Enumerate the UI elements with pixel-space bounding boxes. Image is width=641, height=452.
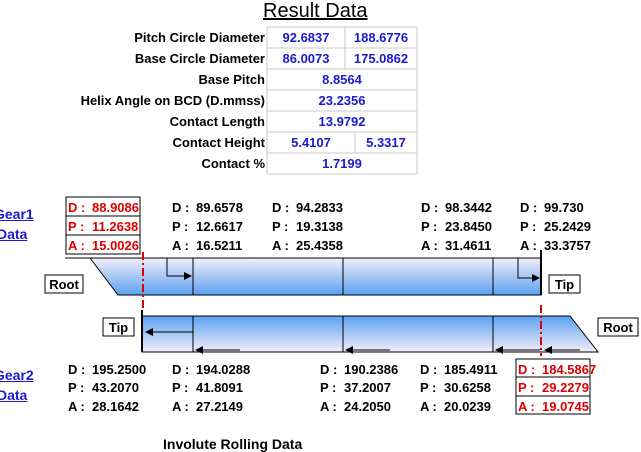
- footer: Involute Rolling Data: [163, 436, 303, 452]
- row-label: D :: [520, 200, 538, 215]
- point-value: 30.6258: [444, 380, 491, 395]
- row-label: P :: [68, 380, 85, 395]
- root-label: Root: [603, 320, 633, 335]
- point-value: 31.4611: [445, 238, 492, 253]
- row-label: D :: [420, 362, 438, 377]
- row-label: P :: [172, 380, 189, 395]
- title: Result Data: [263, 0, 368, 22]
- row-label: D :: [172, 362, 190, 377]
- row-label: A :: [320, 399, 337, 414]
- row-label: D :: [518, 362, 536, 377]
- point-value: 11.2638: [92, 219, 139, 234]
- row-label: P :: [68, 219, 85, 234]
- gear1-bar: [88, 257, 542, 296]
- result-label: Pitch Circle Diameter: [134, 30, 265, 45]
- gear2-bar: [141, 315, 600, 353]
- point-value: 194.0288: [196, 362, 251, 377]
- tip-label: Tip: [554, 277, 575, 292]
- point-value: 184.5867: [542, 362, 597, 377]
- row-label: D :: [272, 200, 290, 215]
- row-label: D :: [172, 200, 190, 215]
- point-value: 12.6617: [196, 219, 243, 234]
- row-label: A :: [421, 238, 438, 253]
- row-label: A :: [272, 238, 289, 253]
- result-value: 188.6776: [353, 30, 409, 45]
- row-label: P :: [420, 380, 437, 395]
- gear-title: Gear1: [0, 206, 34, 222]
- result-value: 8.8564: [322, 72, 362, 87]
- point-value: 37.2007: [344, 380, 391, 395]
- point-value: 99.730: [544, 200, 584, 215]
- result-label: Contact %: [201, 156, 265, 171]
- row-label: A :: [172, 399, 189, 414]
- point-value: 41.8091: [196, 380, 243, 395]
- point-value: 20.0239: [444, 399, 491, 414]
- row-label: P :: [421, 219, 438, 234]
- gear-subtitle: Data: [0, 226, 28, 242]
- row-label: P :: [518, 380, 535, 395]
- result-value: 1.7199: [322, 156, 362, 171]
- gear-title: Gear2: [0, 367, 34, 383]
- point-value: 19.0745: [542, 399, 589, 414]
- row-label: D :: [320, 362, 338, 377]
- row-label: A :: [420, 399, 437, 414]
- row-label: P :: [172, 219, 189, 234]
- result-value: 23.2356: [318, 93, 366, 108]
- result-value: 92.6837: [282, 30, 330, 45]
- row-label: P :: [520, 219, 537, 234]
- gear-subtitle: Data: [0, 387, 28, 403]
- point-value: 88.9086: [92, 200, 139, 215]
- result-value: 86.0073: [282, 51, 330, 66]
- point-value: 28.1642: [92, 399, 139, 414]
- point-value: 15.0026: [92, 238, 139, 253]
- point-value: 29.2279: [542, 380, 589, 395]
- point-value: 89.6578: [196, 200, 243, 215]
- row-label: A :: [68, 238, 85, 253]
- result-value: 175.0862: [353, 51, 409, 66]
- row-label: A :: [518, 399, 535, 414]
- point-value: 195.2500: [92, 362, 147, 377]
- point-value: 16.5211: [196, 238, 243, 253]
- result-value: 13.9792: [318, 114, 366, 129]
- root-label: Root: [49, 277, 79, 292]
- point-value: 43.2070: [92, 380, 139, 395]
- point-value: 27.2149: [196, 399, 243, 414]
- point-value: 25.2429: [544, 219, 591, 234]
- result-label: Contact Length: [169, 114, 265, 129]
- result-label: Helix Angle on BCD (D.mmss): [80, 93, 265, 108]
- point-value: 94.2833: [296, 200, 343, 215]
- point-value: 185.4911: [444, 362, 498, 377]
- tip-label: Tip: [108, 320, 129, 335]
- point-value: 25.4358: [296, 238, 343, 253]
- point-value: 33.3757: [544, 238, 591, 253]
- point-value: 19.3138: [296, 219, 343, 234]
- result-value: 5.4107: [291, 135, 331, 150]
- result-value: 5.3317: [366, 135, 406, 150]
- point-value: 23.8450: [445, 219, 492, 234]
- row-label: D :: [68, 200, 86, 215]
- result-label: Base Circle Diameter: [134, 51, 265, 66]
- row-label: A :: [68, 399, 85, 414]
- row-label: A :: [520, 238, 537, 253]
- row-label: D :: [421, 200, 439, 215]
- result-label: Contact Height: [172, 135, 265, 150]
- row-label: A :: [172, 238, 189, 253]
- row-label: P :: [272, 219, 289, 234]
- point-value: 98.3442: [445, 200, 492, 215]
- point-value: 24.2050: [344, 399, 391, 414]
- row-label: P :: [320, 380, 337, 395]
- row-label: D :: [68, 362, 86, 377]
- point-value: 190.2386: [344, 362, 399, 377]
- result-label: Base Pitch: [198, 72, 265, 87]
